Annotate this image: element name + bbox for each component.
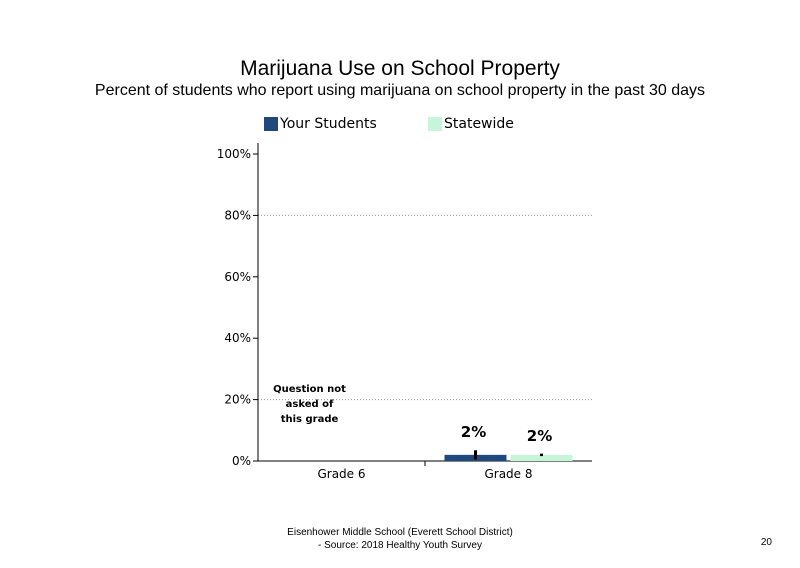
footer-school: Eisenhower Middle School (Everett School… — [287, 527, 513, 538]
chart-subtitle: Percent of students who report using mar… — [94, 82, 706, 99]
page-number: 20 — [760, 537, 772, 548]
legend-item-your-students: Your Students — [264, 116, 377, 132]
y-tick-label: 40% — [224, 331, 251, 345]
legend-swatch-statewide — [428, 117, 442, 131]
legend-item-statewide: Statewide — [428, 116, 514, 132]
y-tick-label: 20% — [224, 393, 251, 407]
data-label: 2% — [461, 423, 486, 441]
legend-swatch-your-students — [264, 117, 278, 131]
y-tick-label: 80% — [224, 208, 251, 222]
y-tick-label: 0% — [232, 454, 251, 468]
annotation-text: asked of — [286, 399, 334, 410]
x-tick-label: Grade 8 — [484, 467, 532, 481]
data-label: 2% — [527, 427, 552, 445]
chart-title: Marijuana Use on School Property — [240, 57, 560, 80]
y-tick-label: 100% — [217, 147, 251, 161]
legend-label-your-students: Your Students — [280, 116, 377, 132]
bar-statewide — [510, 454, 573, 461]
annotation-text: Question not — [273, 384, 346, 395]
footer: Eisenhower Middle School (Everett School… — [0, 526, 800, 552]
legend-label-statewide: Statewide — [444, 116, 514, 132]
y-tick-label: 60% — [224, 270, 251, 284]
footer-source: - Source: 2018 Healthy Youth Survey — [318, 540, 482, 551]
x-tick-label: Grade 6 — [317, 467, 365, 481]
annotation-text: this grade — [281, 414, 339, 425]
